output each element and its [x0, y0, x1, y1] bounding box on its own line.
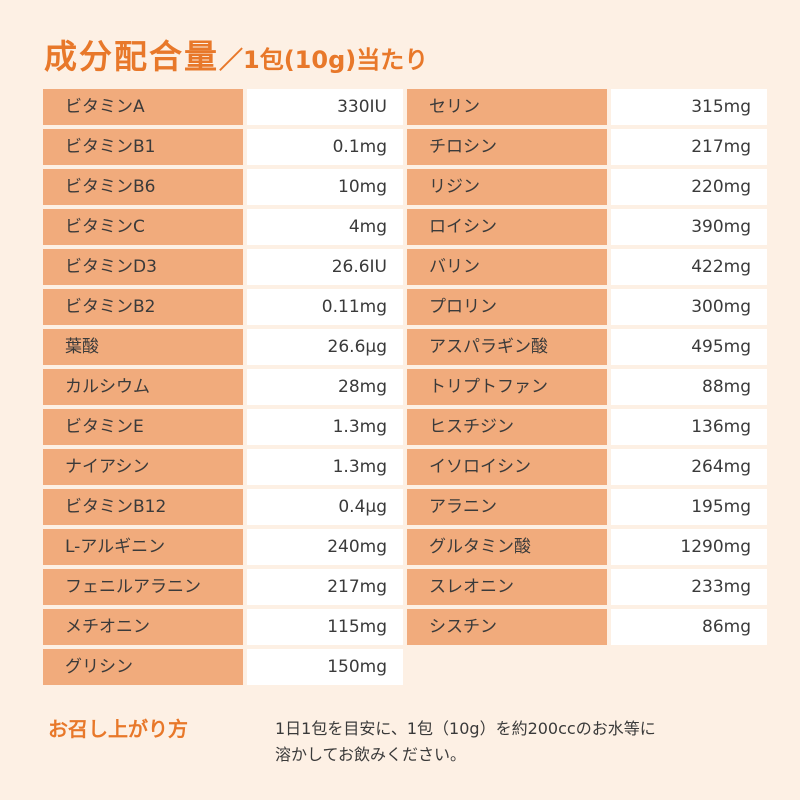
- nutrient-amount: 422mg: [611, 249, 767, 285]
- nutrient-name: セリン: [407, 89, 607, 125]
- nutrient-name: ビタミンA: [43, 89, 243, 125]
- nutrient-amount: 115mg: [247, 609, 403, 645]
- nutrient-name: カルシウム: [43, 369, 243, 405]
- nutrient-amount: 26.6μg: [247, 329, 403, 365]
- nutrient-amount: 495mg: [611, 329, 767, 365]
- nutrient-name: L-アルギニン: [43, 529, 243, 565]
- nutrient-name: トリプトファン: [407, 369, 607, 405]
- nutrient-amount: 26.6IU: [247, 249, 403, 285]
- title-main: 成分配合量: [44, 37, 219, 76]
- nutrient-name: プロリン: [407, 289, 607, 325]
- nutrient-name: メチオニン: [43, 609, 243, 645]
- nutrient-name: アラニン: [407, 489, 607, 525]
- nutrient-amount: 195mg: [611, 489, 767, 525]
- nutrient-amount: 86mg: [611, 609, 767, 645]
- nutrient-name: グルタミン酸: [407, 529, 607, 565]
- nutrient-amount: 1.3mg: [247, 409, 403, 445]
- nutrient-amount: 0.1mg: [247, 129, 403, 165]
- nutrient-name: スレオニン: [407, 569, 607, 605]
- nutrient-name: ビタミンD3: [43, 249, 243, 285]
- nutrient-name: ビタミンB6: [43, 169, 243, 205]
- nutrient-amount: 315mg: [611, 89, 767, 125]
- nutrient-name: ビタミンB12: [43, 489, 243, 525]
- nutrient-amount: 10mg: [247, 169, 403, 205]
- nutrient-name: ナイアシン: [43, 449, 243, 485]
- nutrient-amount: 0.11mg: [247, 289, 403, 325]
- nutrient-amount: 0.4μg: [247, 489, 403, 525]
- nutrient-name: ロイシン: [407, 209, 607, 245]
- usage-text: 1日1包を目安に、1包（10g）を約200ccのお水等に 溶かしてお飲みください…: [275, 716, 656, 768]
- nutrient-amount: 300mg: [611, 289, 767, 325]
- nutrient-name: バリン: [407, 249, 607, 285]
- nutrient-name: シスチン: [407, 609, 607, 645]
- nutrient-amount: 220mg: [611, 169, 767, 205]
- nutrient-amount: 217mg: [247, 569, 403, 605]
- nutrient-name: イソロイシン: [407, 449, 607, 485]
- nutrient-name: ビタミンC: [43, 209, 243, 245]
- nutrient-amount: 330IU: [247, 89, 403, 125]
- usage-line: 1日1包を目安に、1包（10g）を約200ccのお水等に: [275, 719, 656, 738]
- title: 成分配合量／1包(10g)当たり: [44, 30, 428, 78]
- nutrient-name: ビタミンE: [43, 409, 243, 445]
- nutrient-name: フェニルアラニン: [43, 569, 243, 605]
- nutrient-amount: 28mg: [247, 369, 403, 405]
- nutrient-amount: 390mg: [611, 209, 767, 245]
- nutrient-name: ビタミンB1: [43, 129, 243, 165]
- title-sub: ／1包(10g)当たり: [219, 46, 429, 74]
- nutrient-amount: 240mg: [247, 529, 403, 565]
- nutrient-name: 葉酸: [43, 329, 243, 365]
- nutrient-amount: 233mg: [611, 569, 767, 605]
- nutrient-amount: 217mg: [611, 129, 767, 165]
- nutrient-amount: 264mg: [611, 449, 767, 485]
- nutrient-amount: 4mg: [247, 209, 403, 245]
- nutrient-amount: 136mg: [611, 409, 767, 445]
- nutrient-amount: 150mg: [247, 649, 403, 685]
- nutrient-amount: 1.3mg: [247, 449, 403, 485]
- nutrient-amount: 1290mg: [611, 529, 767, 565]
- usage-line: 溶かしてお飲みください。: [275, 745, 467, 764]
- nutrient-name: リジン: [407, 169, 607, 205]
- nutrient-name: ビタミンB2: [43, 289, 243, 325]
- nutrient-name: ヒスチジン: [407, 409, 607, 445]
- nutrient-name: アスパラギン酸: [407, 329, 607, 365]
- nutrient-name: グリシン: [43, 649, 243, 685]
- nutrient-amount: 88mg: [611, 369, 767, 405]
- nutrient-name: チロシン: [407, 129, 607, 165]
- usage-label: お召し上がり方: [48, 717, 188, 741]
